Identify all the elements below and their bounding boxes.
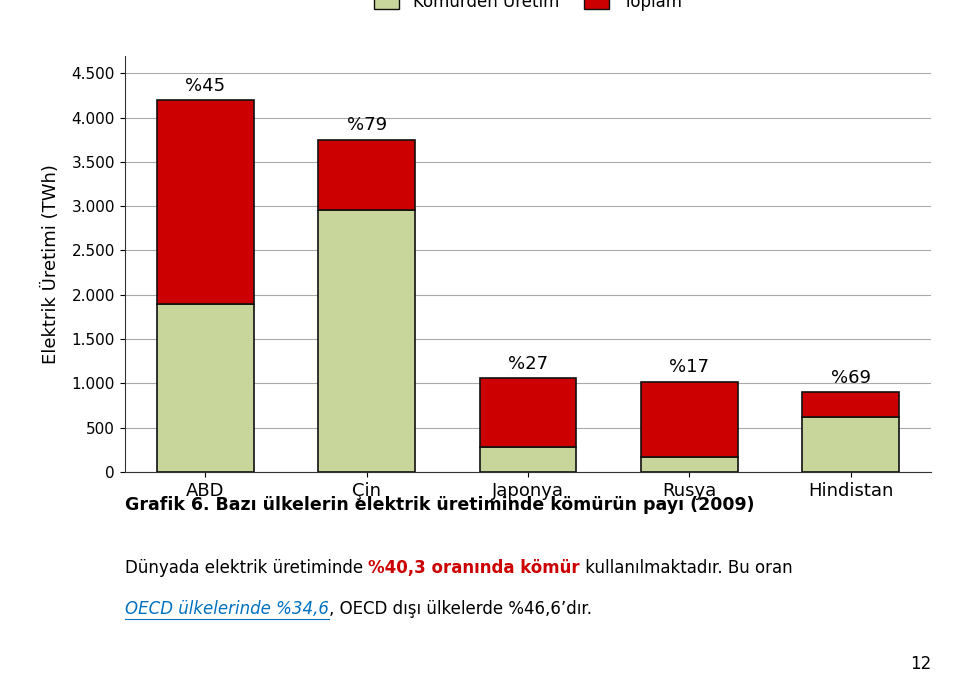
Bar xyxy=(157,100,253,303)
Text: kullanılmaktadır. Bu oran: kullanılmaktadır. Bu oran xyxy=(580,559,792,577)
Bar xyxy=(803,392,899,417)
Text: %27: %27 xyxy=(508,355,548,373)
Bar xyxy=(803,417,899,472)
Text: %40,3 oranında kömür: %40,3 oranında kömür xyxy=(369,559,580,577)
Y-axis label: Elektrik Üretimi (TWh): Elektrik Üretimi (TWh) xyxy=(42,164,60,364)
Bar xyxy=(480,447,576,472)
Text: %69: %69 xyxy=(830,369,871,387)
Bar xyxy=(319,139,415,210)
Text: %79: %79 xyxy=(347,117,387,135)
Text: , OECD dışı ülkelerde %46,6’dır.: , OECD dışı ülkelerde %46,6’dır. xyxy=(328,600,591,618)
Text: Grafik 6. Bazı ülkelerin elektrik üretiminde kömürün payı (2009): Grafik 6. Bazı ülkelerin elektrik üretim… xyxy=(125,496,755,514)
Text: 12: 12 xyxy=(910,655,931,673)
Bar xyxy=(480,378,576,447)
Bar xyxy=(319,210,415,472)
Bar xyxy=(641,457,737,472)
Text: %17: %17 xyxy=(669,358,709,376)
Bar xyxy=(641,382,737,457)
Text: %45: %45 xyxy=(185,76,226,94)
Bar xyxy=(157,303,253,472)
Text: Dünyada elektrik üretiminde: Dünyada elektrik üretiminde xyxy=(125,559,369,577)
Legend: Kömürden Üretim, Toplam: Kömürden Üretim, Toplam xyxy=(374,0,682,11)
Text: OECD ülkelerinde %34,6: OECD ülkelerinde %34,6 xyxy=(125,600,328,618)
